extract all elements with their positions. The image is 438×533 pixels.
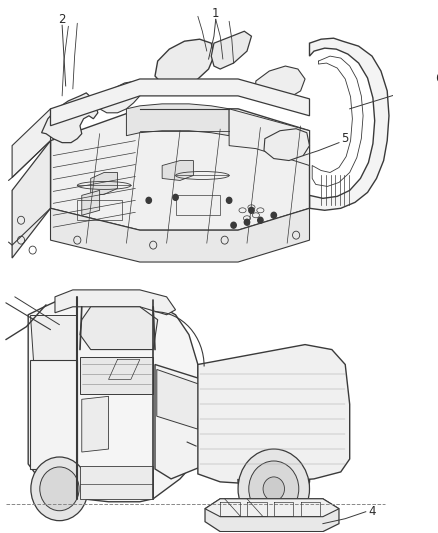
Polygon shape bbox=[229, 109, 310, 166]
Circle shape bbox=[231, 222, 236, 228]
Polygon shape bbox=[205, 499, 339, 531]
Polygon shape bbox=[80, 307, 158, 350]
Circle shape bbox=[173, 195, 178, 200]
Circle shape bbox=[238, 449, 310, 529]
Polygon shape bbox=[82, 190, 99, 215]
Bar bbox=[77, 200, 122, 220]
Polygon shape bbox=[211, 31, 251, 69]
Polygon shape bbox=[50, 109, 310, 230]
Polygon shape bbox=[30, 315, 77, 360]
Circle shape bbox=[40, 467, 79, 511]
Circle shape bbox=[31, 457, 88, 521]
Polygon shape bbox=[50, 208, 310, 262]
Polygon shape bbox=[155, 365, 220, 479]
Circle shape bbox=[249, 207, 254, 213]
Text: 4: 4 bbox=[368, 505, 376, 518]
Polygon shape bbox=[157, 369, 200, 429]
Polygon shape bbox=[91, 173, 117, 195]
Circle shape bbox=[146, 197, 152, 203]
Circle shape bbox=[258, 217, 263, 223]
Circle shape bbox=[226, 197, 232, 203]
Polygon shape bbox=[198, 345, 350, 484]
Polygon shape bbox=[264, 129, 310, 160]
Polygon shape bbox=[155, 39, 214, 89]
Polygon shape bbox=[12, 109, 50, 177]
Circle shape bbox=[271, 212, 276, 218]
Polygon shape bbox=[55, 290, 176, 315]
Polygon shape bbox=[30, 360, 77, 469]
Text: 1: 1 bbox=[212, 7, 219, 20]
Polygon shape bbox=[127, 104, 229, 136]
Polygon shape bbox=[82, 397, 109, 452]
Text: 2: 2 bbox=[58, 13, 66, 26]
Polygon shape bbox=[12, 141, 50, 258]
Polygon shape bbox=[255, 66, 305, 101]
Circle shape bbox=[263, 477, 285, 501]
Polygon shape bbox=[28, 297, 198, 502]
Text: 6: 6 bbox=[435, 72, 438, 85]
Polygon shape bbox=[310, 38, 389, 211]
Bar bbox=[176, 196, 220, 215]
Text: 5: 5 bbox=[342, 132, 349, 145]
Polygon shape bbox=[98, 81, 142, 113]
Polygon shape bbox=[42, 93, 98, 143]
Polygon shape bbox=[50, 79, 310, 126]
Polygon shape bbox=[162, 160, 194, 181]
Polygon shape bbox=[80, 466, 153, 499]
Polygon shape bbox=[80, 357, 153, 394]
Circle shape bbox=[249, 461, 299, 516]
Polygon shape bbox=[205, 499, 339, 516]
Circle shape bbox=[244, 219, 250, 225]
